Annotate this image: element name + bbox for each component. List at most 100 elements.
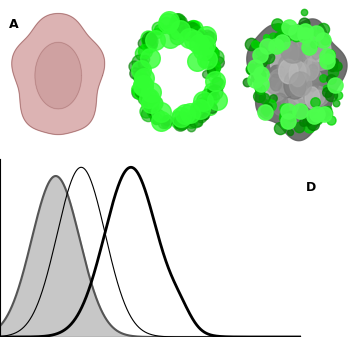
Polygon shape [262,73,288,102]
Point [268,102,273,107]
Point [144,98,149,103]
Point [149,107,155,112]
Point [209,94,215,100]
Point [320,37,326,42]
Point [321,111,327,117]
Point [164,118,170,123]
Polygon shape [304,86,329,107]
Point [255,85,261,90]
Point [145,35,151,40]
Point [163,21,169,27]
Point [186,36,192,41]
Point [172,20,178,26]
Point [263,110,268,115]
Polygon shape [284,50,307,72]
Point [140,91,145,96]
Point [139,71,145,77]
Point [138,74,143,79]
Point [144,108,149,113]
Point [303,33,309,38]
Point [140,76,146,82]
Point [322,113,328,118]
Point [149,99,155,104]
Polygon shape [281,38,306,63]
Point [209,67,215,72]
Point [297,31,303,36]
Text: A: A [9,18,19,31]
Point [140,85,145,91]
Point [153,100,158,105]
Polygon shape [313,90,325,104]
Point [204,33,209,39]
Polygon shape [292,60,307,80]
Point [147,38,153,43]
Point [195,120,201,125]
Point [154,117,159,123]
Polygon shape [269,41,295,59]
Point [131,64,137,69]
Point [174,18,180,23]
Point [196,41,202,46]
Point [148,101,154,106]
Polygon shape [299,29,320,53]
Point [175,119,181,125]
Point [206,35,212,41]
Point [176,22,182,28]
Point [194,109,200,114]
Point [285,108,291,114]
Point [201,98,206,103]
Point [202,114,208,119]
Point [143,93,148,99]
Point [252,41,258,46]
Polygon shape [282,40,299,65]
Point [158,110,164,115]
Point [332,65,338,71]
Polygon shape [289,35,303,53]
Point [180,25,186,30]
Point [322,37,328,42]
Point [207,105,213,111]
Point [258,72,263,78]
Point [179,120,185,125]
Point [264,43,269,49]
Point [313,30,319,35]
Polygon shape [289,60,303,83]
Point [297,34,303,39]
Point [320,27,325,32]
Point [132,70,137,76]
Point [206,45,211,51]
Point [158,118,164,124]
Point [324,89,330,95]
Polygon shape [279,81,296,98]
Point [148,104,153,110]
Point [263,111,269,116]
Point [203,45,209,51]
Point [281,105,287,111]
Polygon shape [280,81,294,108]
Polygon shape [277,55,302,67]
Point [187,117,193,122]
Point [284,32,290,37]
Point [142,49,148,54]
Point [174,114,180,119]
Point [202,59,208,64]
Point [296,32,302,37]
Polygon shape [254,76,280,95]
Point [189,24,195,30]
Point [190,24,196,29]
Point [202,42,208,47]
Point [286,25,292,30]
Point [188,124,194,130]
Polygon shape [270,68,294,89]
Polygon shape [292,63,307,87]
Polygon shape [297,70,321,99]
Point [302,9,307,15]
Polygon shape [293,73,314,99]
Point [197,106,203,112]
Point [182,112,187,117]
Polygon shape [310,77,329,95]
Point [293,33,299,38]
Point [327,51,333,57]
Point [178,120,184,125]
Point [136,90,142,96]
